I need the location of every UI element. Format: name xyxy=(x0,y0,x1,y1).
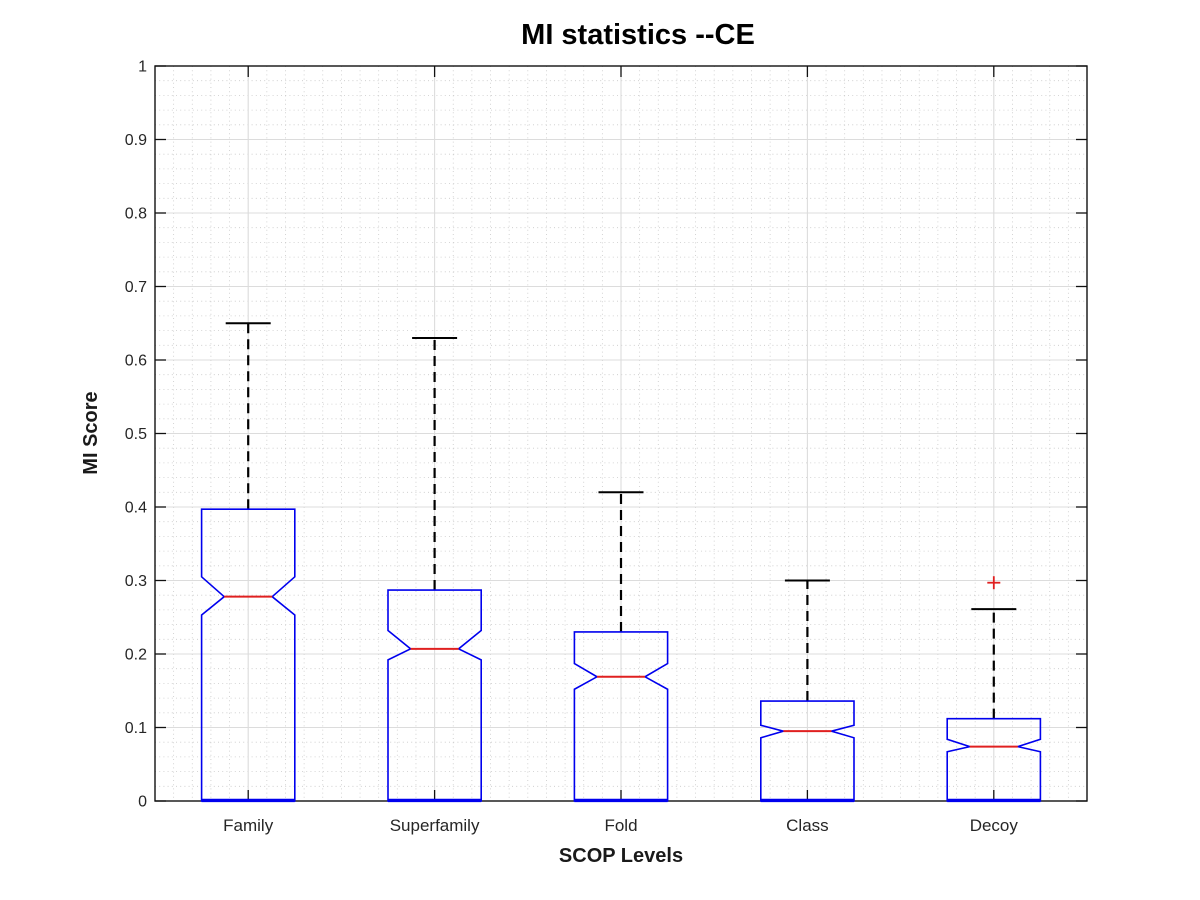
y-tick-label: 0.5 xyxy=(125,426,147,443)
box-group-class xyxy=(760,579,855,803)
y-tick-label: 0.8 xyxy=(125,206,147,223)
box-group-decoy xyxy=(946,576,1042,803)
x-category-label: Family xyxy=(223,816,274,835)
box-group-superfamily xyxy=(387,336,482,803)
box-group-fold xyxy=(573,491,669,803)
y-tick-label: 0.4 xyxy=(125,500,147,517)
chart-title: MI statistics --CE xyxy=(521,19,755,51)
y-tick-label: 0.6 xyxy=(125,353,147,370)
y-axis-label: MI Score xyxy=(80,391,102,474)
box-series xyxy=(200,322,1042,803)
tick-labels: 0 0.1 0.2 0.3 0.4 0.5 0.6 0.7 0.8 0.9 1 Family Super… xyxy=(125,59,1019,836)
y-tick-label: 1 xyxy=(138,59,147,76)
x-category-label: Superfamily xyxy=(390,816,480,835)
y-tick-label: 0 xyxy=(138,794,147,811)
x-category-label: Decoy xyxy=(970,816,1019,835)
x-axis-label: SCOP Levels xyxy=(559,845,683,867)
y-tick-label: 0.7 xyxy=(125,279,147,296)
y-tick-label: 0.3 xyxy=(125,573,147,590)
y-tick-label: 0.1 xyxy=(125,720,147,737)
x-category-label: Class xyxy=(786,816,829,835)
y-tick-label: 0.9 xyxy=(125,132,147,149)
box-group-family xyxy=(200,322,296,803)
y-tick-label: 0.2 xyxy=(125,647,147,664)
x-category-label: Fold xyxy=(604,816,637,835)
minor-grid xyxy=(155,66,1087,801)
major-grid xyxy=(155,66,1087,801)
